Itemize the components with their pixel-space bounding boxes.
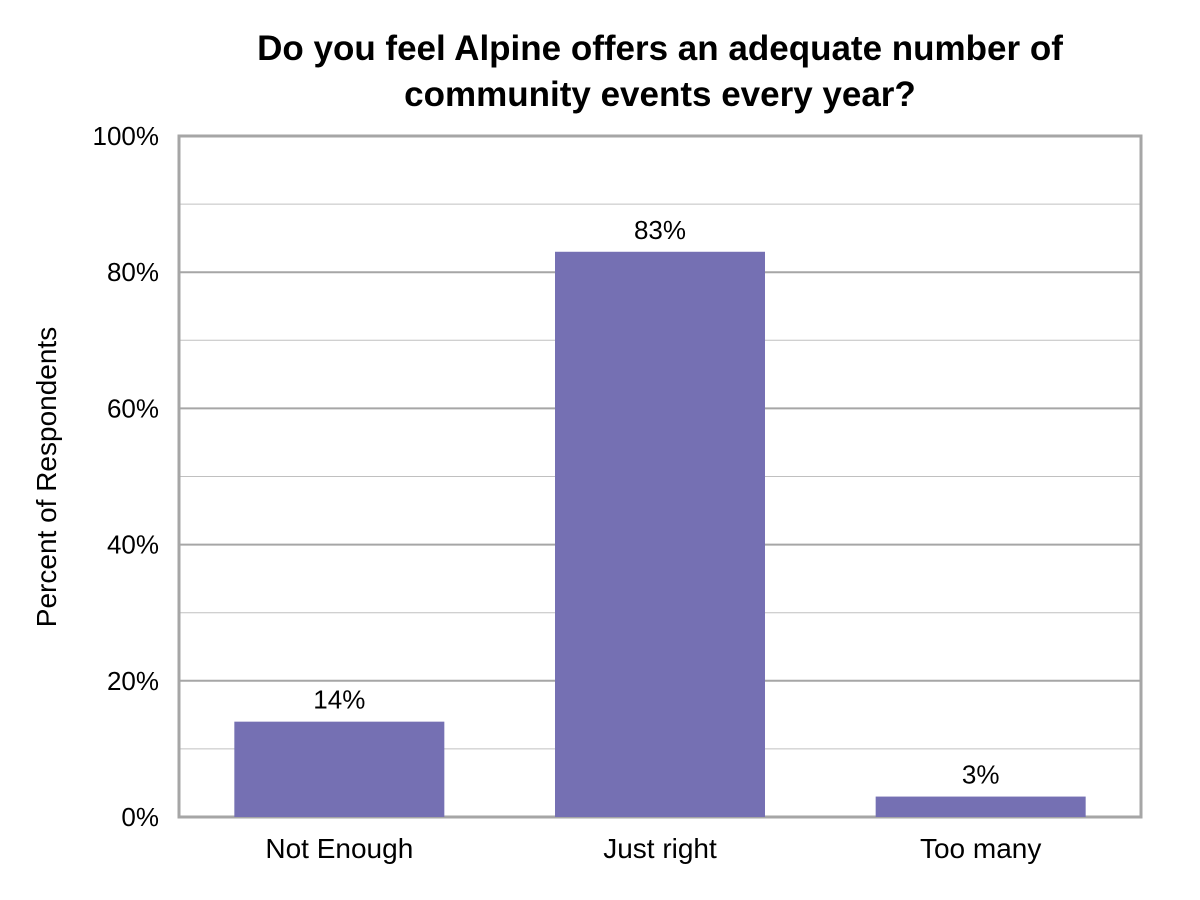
bars — [234, 251, 1086, 817]
chart-title-line-2: community events every year? — [404, 75, 916, 114]
y-tick-label: 40% — [107, 530, 159, 560]
chart-title: Do you feel Alpine offers an adequate nu… — [0, 26, 1200, 118]
y-tick-label: 60% — [107, 393, 159, 423]
y-axis-title: Percent of Respondents — [31, 327, 62, 627]
bar — [875, 796, 1086, 817]
bar — [555, 251, 765, 817]
bar — [234, 721, 445, 817]
data-label: 3% — [962, 760, 1000, 790]
y-axis-tick-labels: 0% 20% 40% 60% 80% 100% — [93, 121, 160, 832]
chart-title-line-1: Do you feel Alpine offers an adequate nu… — [257, 29, 1063, 68]
data-labels: 14% 83% 3% — [313, 215, 999, 790]
y-tick-label: 80% — [107, 257, 159, 287]
data-label: 83% — [634, 215, 686, 245]
data-label: 14% — [313, 685, 365, 715]
x-category-label: Too many — [920, 833, 1041, 864]
y-tick-label: 0% — [121, 802, 159, 832]
x-category-label: Not Enough — [265, 833, 413, 864]
y-tick-label: 20% — [107, 666, 159, 696]
y-tick-label: 100% — [93, 121, 160, 151]
x-axis-category-labels: Not Enough Just right Too many — [265, 833, 1041, 864]
x-category-label: Just right — [603, 833, 717, 864]
